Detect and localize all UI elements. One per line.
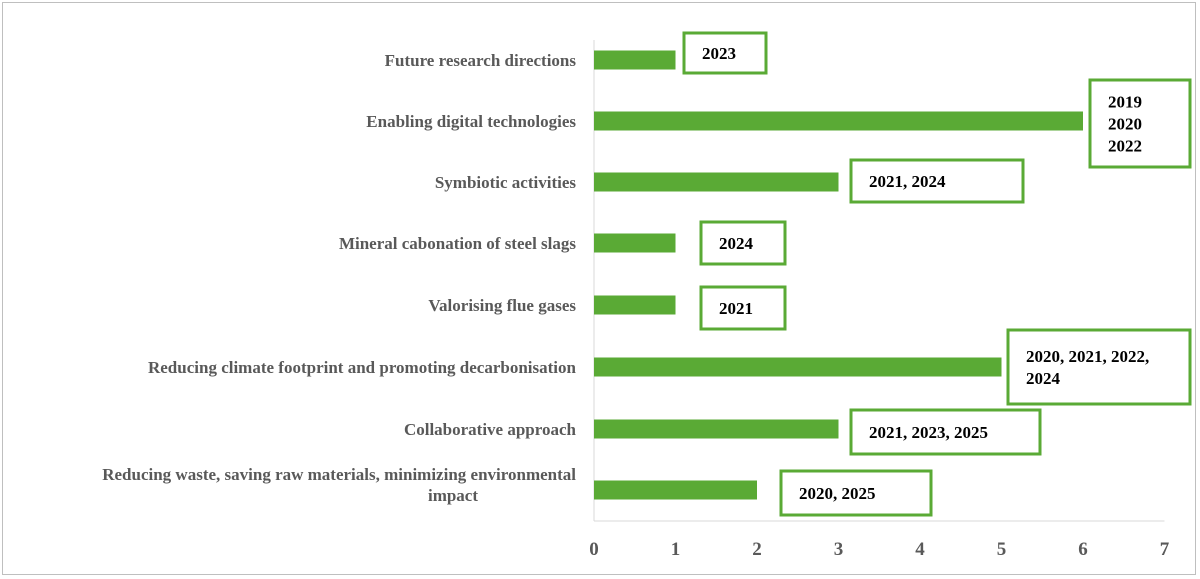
x-tick-label: 3 — [834, 539, 844, 560]
x-tick-label: 6 — [1078, 539, 1088, 560]
annotation-box — [1088, 78, 1192, 169]
bar — [594, 480, 757, 500]
annotation-text: 2021, 2024 — [869, 172, 946, 191]
annotation-text: 2021, 2023, 2025 — [869, 423, 988, 442]
category-label: Symbiotic activities — [435, 173, 577, 192]
category-label: Collaborative approach — [404, 420, 577, 439]
category-label: Enabling digital technologies — [366, 112, 576, 131]
annotation-box — [682, 31, 768, 75]
annotation-box — [1006, 328, 1192, 406]
annotation-text: 2020, 2025 — [799, 484, 876, 503]
category-label: Valorising flue gases — [428, 296, 576, 315]
category-label: Mineral cabonation of steel slags — [339, 234, 576, 253]
bar — [594, 419, 839, 439]
x-tick-label: 5 — [997, 539, 1007, 560]
x-tick-label: 2 — [752, 539, 762, 560]
annotation-box — [779, 469, 933, 517]
annotation-text: 2020, 2021, 2022, — [1026, 347, 1149, 366]
annotation-box — [849, 158, 1025, 204]
annotation-text: 2024 — [1026, 369, 1061, 388]
annotation-box — [699, 285, 787, 331]
annotation-text: 2023 — [702, 44, 736, 63]
category-label: Future research directions — [385, 51, 577, 70]
x-tick-label: 4 — [915, 539, 925, 560]
annotation-box — [849, 408, 1042, 456]
annotation-text: 2020 — [1108, 115, 1142, 134]
annotation-text: 2019 — [1108, 93, 1142, 112]
bar — [594, 233, 676, 253]
annotation-text: 2022 — [1108, 137, 1142, 156]
annotation-box — [699, 220, 787, 266]
annotation-text: 2024 — [719, 234, 754, 253]
x-tick-label: 1 — [671, 539, 681, 560]
annotation-text: 2021 — [719, 299, 753, 318]
bar — [594, 172, 839, 192]
bar — [594, 357, 1002, 377]
bar — [594, 50, 676, 70]
bar — [594, 111, 1083, 131]
category-label: Reducing waste, saving raw materials, mi… — [102, 465, 576, 505]
category-label: Reducing climate footprint and promoting… — [148, 358, 577, 377]
bar — [594, 295, 676, 315]
x-tick-label: 7 — [1160, 539, 1170, 560]
x-tick-label: 0 — [589, 539, 599, 560]
